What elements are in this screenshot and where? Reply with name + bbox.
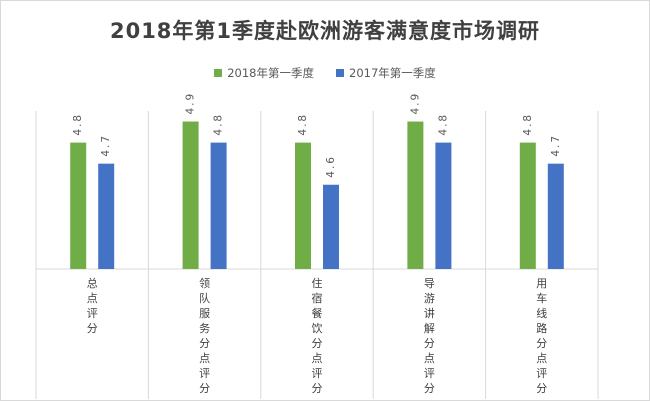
legend-item-2018: 2018年第一季度	[214, 65, 314, 81]
data-label: 4.9	[409, 92, 421, 115]
bar-2018	[295, 142, 311, 269]
legend-swatch-2018	[214, 69, 223, 77]
bar-2018	[182, 121, 199, 270]
legend: 2018年第一季度 2017年第一季度	[1, 65, 649, 81]
bar-2017	[547, 163, 564, 269]
data-label: 4.8	[72, 113, 84, 136]
x-tick-label: 住宿餐饮分点评分	[311, 277, 323, 395]
x-tick-label: 总点评分	[86, 277, 98, 335]
data-label: 4.9	[185, 92, 197, 115]
legend-item-2017: 2017年第一季度	[336, 65, 436, 81]
bar-2017	[435, 142, 452, 269]
data-label: 4.6	[325, 155, 337, 178]
bar-2017	[98, 163, 115, 269]
data-label: 4.8	[437, 113, 449, 136]
x-tick-label: 导游讲解分点评分	[423, 277, 435, 395]
legend-label-2018: 2018年第一季度	[227, 66, 314, 80]
legend-swatch-2017	[336, 69, 344, 77]
bar-2018	[407, 121, 424, 270]
x-tick-label: 用车线路分点评分	[536, 277, 548, 395]
data-label: 4.8	[522, 113, 534, 136]
bar-2017	[323, 184, 339, 269]
bar-2017	[210, 142, 227, 269]
x-tick-label: 领队服务分点评分	[199, 277, 211, 395]
chart-title: 2018年第1季度赴欧洲游客满意度市场调研	[109, 19, 541, 43]
data-label: 4.7	[100, 134, 112, 157]
data-label: 4.8	[297, 113, 309, 136]
bar-2018	[70, 142, 87, 269]
bar-2018	[519, 142, 536, 269]
data-label: 4.7	[550, 134, 562, 157]
legend-label-2017: 2017年第一季度	[349, 66, 436, 80]
data-label: 4.8	[213, 113, 225, 136]
